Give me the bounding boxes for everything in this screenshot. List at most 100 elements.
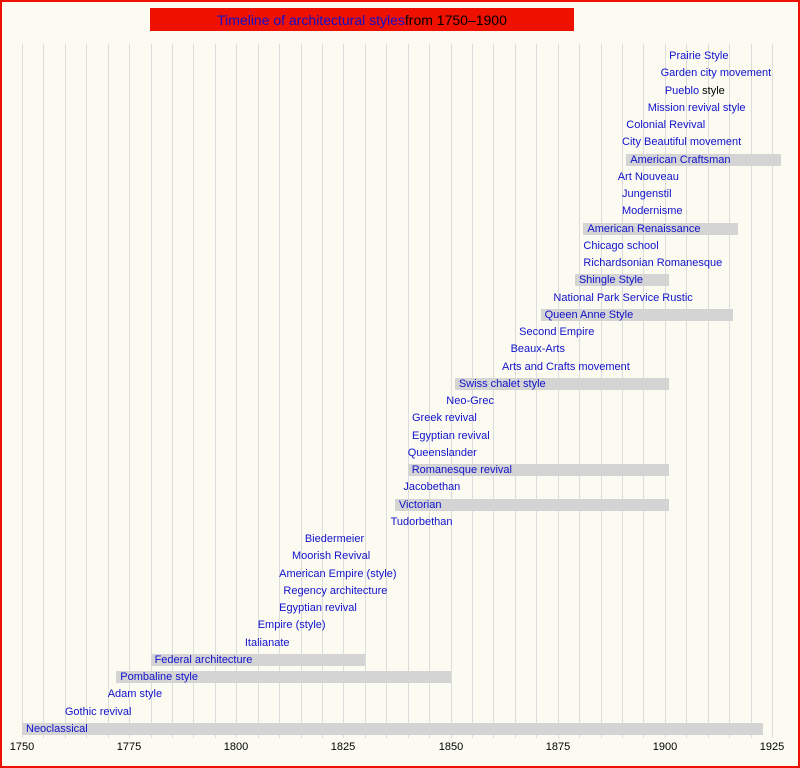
timeline-label[interactable]: Garden city movement (661, 67, 772, 79)
timeline-label-text[interactable]: Biedermeier (304, 533, 365, 546)
timeline-label[interactable]: Adam style (108, 688, 162, 700)
gridline (43, 44, 44, 738)
timeline-label-text[interactable]: Adam style (107, 688, 163, 701)
timeline-label[interactable]: Modernisme (622, 205, 683, 217)
timeline-label-text[interactable]: Romanesque revival (411, 464, 512, 477)
timeline-label-text[interactable]: Richardsonian Romanesque (583, 257, 723, 270)
timeline-label[interactable]: Biedermeier (305, 533, 364, 545)
timeline-label-text[interactable]: Chicago school (583, 239, 659, 252)
timeline-label-text[interactable]: Regency architecture (283, 584, 388, 597)
timeline-label-text[interactable]: Garden city movement (660, 67, 772, 80)
timeline-label[interactable]: Federal architecture (155, 654, 253, 666)
timeline-label[interactable]: Jungenstil (622, 188, 672, 200)
gridline (451, 44, 452, 738)
timeline-label-text[interactable]: Arts and Crafts movement (502, 360, 630, 373)
timeline-label[interactable]: Greek revival (412, 412, 477, 424)
timeline-label-text[interactable]: Modernisme (622, 205, 683, 218)
timeline-label-text[interactable]: National Park Service Rustic (553, 291, 693, 304)
timeline-label[interactable]: Pombaline style (120, 671, 198, 683)
timeline-label[interactable]: Arts and Crafts movement (502, 361, 630, 373)
timeline-bar (626, 153, 781, 166)
timeline-label[interactable]: American Renaissance (587, 223, 700, 235)
timeline-label[interactable]: Queenslander (408, 447, 477, 459)
timeline-label-text[interactable]: Moorish Revival (292, 550, 371, 563)
timeline-label-text[interactable]: Victorian (398, 498, 442, 511)
timeline-label-text[interactable]: Italianate (244, 636, 290, 649)
timeline-label-text[interactable]: Jacobethan (403, 481, 461, 494)
timeline-label-text[interactable]: Mission revival style (647, 101, 746, 114)
timeline-label[interactable]: Second Empire (519, 326, 594, 338)
timeline-label[interactable]: Gothic revival (65, 706, 132, 718)
timeline-label-text[interactable]: Egyptian revival (412, 429, 490, 442)
gridline (472, 44, 473, 738)
timeline-label-text[interactable]: Greek revival (412, 412, 477, 425)
timeline-label[interactable]: Egyptian revival (412, 430, 490, 442)
timeline-label-text[interactable]: Neo-Grec (446, 395, 494, 408)
timeline-label-text[interactable]: Pueblo (664, 84, 700, 97)
gridline (22, 44, 23, 738)
timeline-label-text[interactable]: American Empire (style) (279, 567, 397, 580)
timeline-label[interactable]: American Empire (style) (279, 568, 396, 580)
gridline (643, 44, 644, 738)
gridline (301, 44, 302, 738)
axis-tick-label: 1875 (545, 741, 571, 753)
chart-title-main: Timeline of architectural styles (217, 11, 405, 28)
timeline-label-text[interactable]: Empire (style) (257, 619, 326, 632)
timeline-label[interactable]: American Craftsman (630, 154, 730, 166)
timeline-label-text[interactable]: Second Empire (519, 326, 595, 339)
timeline-label[interactable]: Colonial Revival (626, 119, 705, 131)
timeline-label-text[interactable]: American Renaissance (587, 222, 701, 235)
timeline-label-text[interactable]: Tudorbethan (390, 515, 453, 528)
axis-tick-label: 1750 (9, 741, 35, 753)
timeline-label[interactable]: Mission revival style (648, 102, 746, 114)
timeline-bar (22, 722, 764, 735)
timeline-label-text[interactable]: Shingle Style (578, 274, 644, 287)
gridline (172, 44, 173, 738)
timeline-label[interactable]: Swiss chalet style (459, 378, 546, 390)
gridline (429, 44, 430, 738)
timeline-label[interactable]: Pueblo style (665, 85, 725, 97)
timeline-label[interactable]: Tudorbethan (391, 516, 453, 528)
timeline-label[interactable]: Chicago school (583, 240, 658, 252)
timeline-label-text[interactable]: Neoclassical (26, 722, 88, 735)
timeline-label[interactable]: Neoclassical (26, 723, 88, 735)
timeline-label[interactable]: Romanesque revival (412, 464, 512, 476)
timeline-label[interactable]: Victorian (399, 499, 442, 511)
timeline-label-text[interactable]: Pombaline style (120, 671, 198, 684)
timeline-label[interactable]: Neo-Grec (446, 395, 494, 407)
gridline (665, 44, 666, 738)
timeline-label[interactable]: National Park Service Rustic (553, 292, 692, 304)
timeline-label[interactable]: Jacobethan (403, 481, 460, 493)
timeline-label-text[interactable]: Swiss chalet style (458, 377, 546, 390)
timeline-label-text[interactable]: Beaux-Arts (510, 343, 565, 356)
timeline-label-text[interactable]: Federal architecture (154, 653, 253, 666)
timeline-label-text[interactable]: Art Nouveau (617, 170, 679, 183)
timeline-label[interactable]: Moorish Revival (292, 550, 370, 562)
timeline-label-text[interactable]: Gothic revival (64, 705, 132, 718)
timeline-label[interactable]: Prairie Style (669, 50, 728, 62)
timeline-label[interactable]: Empire (style) (258, 619, 326, 631)
timeline-label-text[interactable]: Jungenstil (622, 188, 672, 201)
timeline-label[interactable]: Queen Anne Style (545, 309, 634, 321)
gridline (729, 44, 730, 738)
gridline (536, 44, 537, 738)
timeline-label[interactable]: Richardsonian Romanesque (583, 257, 722, 269)
timeline-label-text[interactable]: Egyptian revival (279, 602, 357, 615)
timeline-label[interactable]: Shingle Style (579, 274, 643, 286)
timeline-label-text[interactable]: Colonial Revival (626, 119, 706, 132)
gridline (236, 44, 237, 738)
timeline-label-text[interactable]: Prairie Style (669, 50, 729, 62)
timeline-label-text[interactable]: Queen Anne Style (544, 308, 634, 321)
timeline-label[interactable]: Regency architecture (283, 585, 387, 597)
timeline-label[interactable]: Beaux-Arts (511, 343, 565, 355)
timeline-bar (454, 377, 670, 390)
timeline-label-text[interactable]: Queenslander (407, 446, 477, 459)
timeline-label[interactable]: Italianate (245, 637, 290, 649)
timeline-label-text[interactable]: American Craftsman (630, 153, 731, 166)
timeline-label[interactable]: City Beautiful movement (622, 136, 741, 148)
timeline-label-text[interactable]: City Beautiful movement (622, 136, 742, 149)
timeline-label[interactable]: Egyptian revival (279, 602, 357, 614)
timeline-label[interactable]: Art Nouveau (618, 171, 679, 183)
